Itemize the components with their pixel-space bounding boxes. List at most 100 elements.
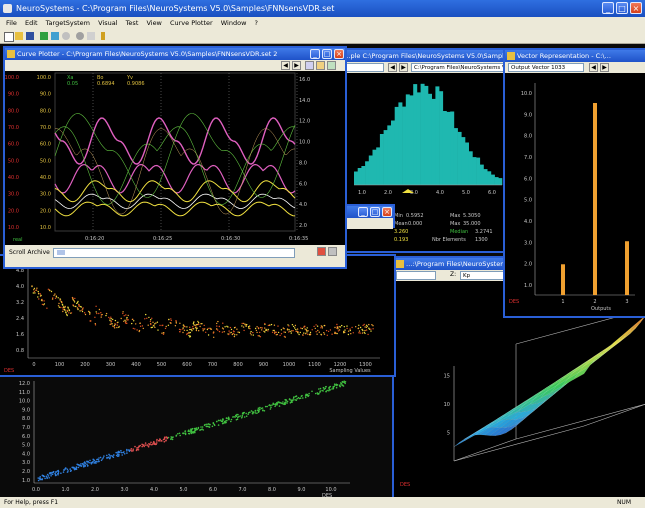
help-icon[interactable] (101, 32, 105, 40)
small-minimize-button[interactable]: _ (358, 207, 368, 217)
scatter-point (341, 380, 344, 383)
plotter-zoom-icon[interactable] (305, 61, 314, 70)
plotter-forward-icon[interactable]: ▶ (292, 61, 301, 70)
record-icon[interactable] (317, 247, 326, 256)
cursor-x-label: Xa (67, 75, 74, 81)
sample-point (77, 308, 79, 311)
menu-curve-plotter[interactable]: Curve Plotter (169, 19, 213, 27)
print-icon[interactable] (87, 32, 95, 40)
sample-point (126, 316, 128, 319)
sample-point (182, 327, 184, 329)
scatter-point (329, 385, 332, 388)
plotter-cursor-icon[interactable] (316, 61, 325, 70)
menu-window[interactable]: Window (220, 19, 247, 27)
vector-y-tick: 7.0 (524, 155, 532, 161)
histogram-bar (413, 84, 418, 185)
sample-point (43, 300, 45, 302)
y-tick-label: 40.0 (8, 175, 19, 181)
vector-y-tick: 6.0 (524, 176, 532, 182)
scroll-archive-thumb[interactable] (57, 250, 65, 255)
vector-prev-icon[interactable]: ◀ (589, 63, 598, 72)
menu-view[interactable]: View (146, 19, 162, 27)
maximize-button[interactable]: □ (616, 2, 628, 14)
sample-point (132, 327, 134, 330)
plotter-close-button[interactable]: × (334, 49, 344, 59)
plotter-export-icon[interactable] (327, 61, 336, 70)
vector-chart: 10.0 9.0 8.0 7.0 6.0 5.0 4.0 3.0 2.0 1.0 1 2 3 Output… (509, 83, 635, 312)
scatter-point (83, 466, 85, 468)
sample-point (61, 301, 63, 303)
y-tick-label: 20.0 (8, 208, 19, 214)
sample-point (292, 330, 294, 332)
prev-arrow-icon[interactable]: ◀ (388, 63, 397, 72)
minimize-button[interactable]: _ (602, 2, 614, 14)
sample-point (313, 325, 315, 328)
sample-point (274, 331, 276, 333)
sample-point (149, 320, 152, 323)
settings-icon[interactable] (76, 32, 84, 40)
sample-point (109, 318, 111, 320)
scatter-x-tick: 7.0 (239, 487, 247, 493)
scatter-y-tick: 2.0 (22, 469, 30, 475)
save-icon[interactable] (26, 32, 34, 40)
vector-y-tick: 3.0 (524, 240, 532, 246)
scatter-point (194, 431, 196, 434)
menu-edit[interactable]: Edit (24, 19, 38, 27)
surface-cell (629, 315, 645, 332)
surface-variable-select[interactable] (396, 271, 436, 280)
sample-point (372, 328, 374, 330)
histogram-bar (483, 169, 488, 185)
new-file-icon[interactable] (4, 32, 14, 42)
y2-tick-label: 30.0 (40, 192, 51, 198)
open-folder-icon[interactable] (15, 32, 23, 40)
sample-point (246, 323, 248, 326)
sample-point (315, 324, 317, 326)
vector-next-icon[interactable]: ▶ (600, 63, 609, 72)
vector-output-select[interactable]: Output Vector 1033 (508, 63, 584, 72)
sample-point (336, 323, 338, 326)
sample-point (349, 328, 351, 330)
close-button[interactable]: × (630, 2, 642, 14)
sample-point (297, 332, 299, 334)
sample-point (168, 318, 170, 321)
run-icon[interactable] (40, 32, 48, 40)
plotter-rewind-icon[interactable]: ◀ (281, 61, 290, 70)
plotter-maximize-button[interactable]: □ (322, 49, 332, 59)
pause-icon[interactable] (328, 247, 337, 256)
scatter-point (285, 399, 288, 401)
small-close-button[interactable]: × (382, 207, 392, 217)
menu-visual[interactable]: Visual (98, 19, 118, 27)
scatter-point (306, 394, 308, 397)
menu-test[interactable]: Test (125, 19, 139, 27)
scroll-archive-track[interactable] (53, 248, 295, 258)
sample-point (365, 326, 368, 329)
y-tick-label: 100.0 (5, 75, 19, 81)
next-arrow-icon[interactable]: ▶ (399, 63, 408, 72)
menu-file[interactable]: File (6, 19, 17, 27)
sample-point (178, 328, 181, 331)
scatter-point (54, 474, 57, 477)
menu-help[interactable]: ? (254, 19, 258, 27)
sampling-x-tick: 700 (208, 362, 218, 368)
plotter-minimize-button[interactable]: _ (310, 49, 320, 59)
sample-point (100, 312, 102, 314)
sample-point (189, 331, 191, 334)
scatter-point (332, 387, 335, 390)
surface-corner: DES (400, 482, 410, 488)
surface-axis-select[interactable]: Kp (460, 271, 505, 280)
histogram-path-field[interactable]: C:\Program Files\NeuroSystems V5.0\Sampl… (411, 63, 506, 72)
cursor-c-value: 0.9086 (127, 81, 145, 87)
scatter-point (224, 420, 227, 422)
sample-point (288, 329, 290, 331)
train-icon[interactable] (51, 32, 59, 40)
sample-point (146, 317, 148, 319)
histogram-toolstrip: ◀ ▶ C:\Program Files\NeuroSystems V5.0\S… (332, 62, 506, 73)
sample-point (112, 318, 114, 321)
surface-plot: 15 10 5 DES (400, 308, 645, 488)
stop-icon[interactable] (62, 32, 70, 40)
sample-point (234, 334, 236, 336)
small-maximize-button[interactable]: □ (370, 207, 380, 217)
scatter-point (137, 449, 140, 451)
menu-targetsystem[interactable]: TargetSystem (45, 19, 90, 27)
sample-point (370, 328, 372, 330)
